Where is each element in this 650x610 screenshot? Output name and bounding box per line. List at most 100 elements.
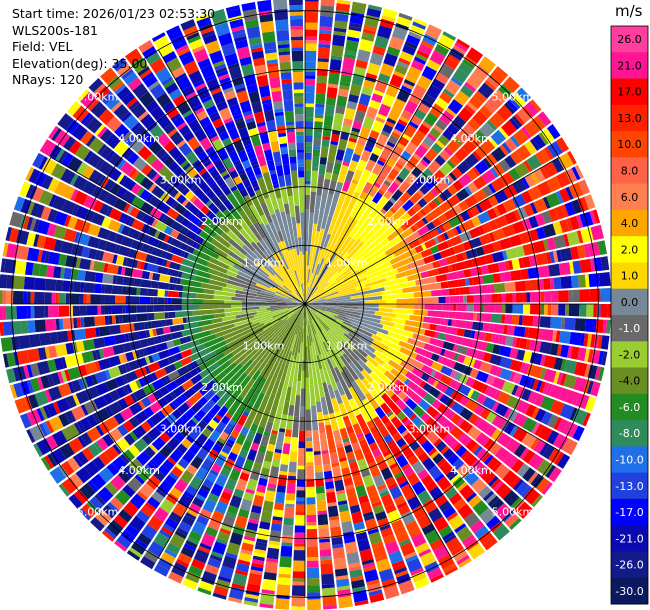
ppi-gate <box>282 400 290 416</box>
ppi-gate <box>423 316 431 323</box>
ppi-gate <box>140 279 152 288</box>
ppi-gate <box>525 218 532 230</box>
ppi-gate <box>324 252 338 272</box>
ppi-gate <box>223 371 242 391</box>
ppi-gate <box>324 193 334 216</box>
ppi-gate <box>398 167 411 181</box>
ppi-gate <box>446 159 456 169</box>
ppi-gate <box>106 116 122 133</box>
ppi-gate <box>364 304 379 308</box>
ppi-gate <box>408 121 419 129</box>
ppi-gate <box>222 208 234 221</box>
ppi-gate <box>351 257 365 269</box>
ppi-gate <box>347 29 361 39</box>
ppi-gate <box>229 495 242 509</box>
ppi-gate <box>239 100 252 114</box>
ppi-gate <box>426 430 440 445</box>
ppi-gate <box>305 304 318 322</box>
ppi-gate <box>249 157 258 163</box>
ppi-gate <box>504 314 513 325</box>
ppi-gate <box>260 202 273 224</box>
ppi-gate <box>167 355 177 365</box>
ppi-gate <box>149 207 163 220</box>
ppi-gate <box>9 211 24 228</box>
ppi-gate <box>371 501 382 508</box>
ppi-gate <box>238 210 253 228</box>
ppi-gate <box>231 304 242 308</box>
ppi-gate <box>276 344 287 362</box>
ppi-gate <box>437 265 450 275</box>
ppi-gate <box>349 83 362 97</box>
ppi-gate <box>233 465 242 472</box>
ppi-gate <box>374 419 382 426</box>
ppi-gate <box>454 319 466 329</box>
ppi-gate <box>189 38 204 50</box>
ppi-gate <box>393 525 407 537</box>
colorbar-bin <box>611 26 648 53</box>
ppi-gate <box>39 423 48 437</box>
ppi-gate <box>297 465 305 470</box>
ppi-gate <box>292 571 305 579</box>
ppi-gate <box>286 317 294 326</box>
ppi-gate <box>548 466 562 483</box>
ppi-gate <box>366 72 378 80</box>
ppi-gate <box>584 348 590 362</box>
ppi-gate <box>72 305 81 317</box>
ppi-gate <box>409 24 425 37</box>
ppi-gate <box>444 566 459 576</box>
ppi-gate <box>315 103 325 108</box>
ppi-gate <box>502 224 516 238</box>
ppi-gate <box>288 304 305 318</box>
ppi-gate <box>353 521 366 531</box>
ppi-gate <box>306 528 318 540</box>
ppi-gate <box>215 124 227 135</box>
ppi-gate <box>335 105 346 115</box>
ppi-gate <box>597 240 607 255</box>
ppi-gate <box>343 419 352 428</box>
ppi-gate <box>444 318 449 326</box>
ppi-gate <box>298 237 302 252</box>
colorbar-bin <box>611 262 648 290</box>
ppi-gate <box>516 108 531 123</box>
ppi-gate <box>214 22 231 37</box>
ppi-gate <box>552 433 569 450</box>
ppi-gate <box>234 163 244 173</box>
ppi-gate <box>98 348 105 359</box>
ppi-gate <box>118 364 128 375</box>
ppi-ray <box>305 150 577 304</box>
ppi-gate <box>497 261 507 272</box>
ppi-gate <box>337 314 349 321</box>
ppi-gate <box>522 315 534 327</box>
ppi-gate <box>367 172 378 185</box>
ppi-gate <box>426 221 436 231</box>
ppi-gate <box>97 227 111 240</box>
ppi-gate <box>523 122 538 137</box>
ppi-gate <box>25 262 34 276</box>
ppi-gate <box>440 348 446 356</box>
ppi-gate <box>290 26 303 30</box>
ppi-gate <box>305 29 318 37</box>
ppi-gate <box>305 184 311 195</box>
ppi-gate <box>396 424 407 435</box>
ppi-gate <box>214 328 233 339</box>
ppi-gate <box>308 363 314 385</box>
ppi-gate <box>417 451 429 463</box>
range-ring-label: 1.00km <box>243 340 285 353</box>
ppi-gate <box>345 39 359 53</box>
ppi-gate <box>472 349 479 359</box>
ppi-gate <box>319 542 331 550</box>
ppi-gate <box>400 85 413 94</box>
colorbar-tick-label: 26.0 <box>617 33 642 46</box>
ppi-gate <box>240 549 253 556</box>
ppi-gate <box>285 231 293 250</box>
ppi-gate <box>427 567 443 580</box>
ppi-gate <box>471 258 477 267</box>
ppi-gate <box>228 244 248 261</box>
ppi-gate <box>239 343 253 355</box>
ppi-gate <box>313 138 322 147</box>
ppi-gate <box>15 229 30 245</box>
ppi-gate <box>260 373 274 394</box>
ppi-gate <box>333 31 346 37</box>
ppi-gate <box>489 323 494 333</box>
ppi-gate <box>598 350 604 365</box>
